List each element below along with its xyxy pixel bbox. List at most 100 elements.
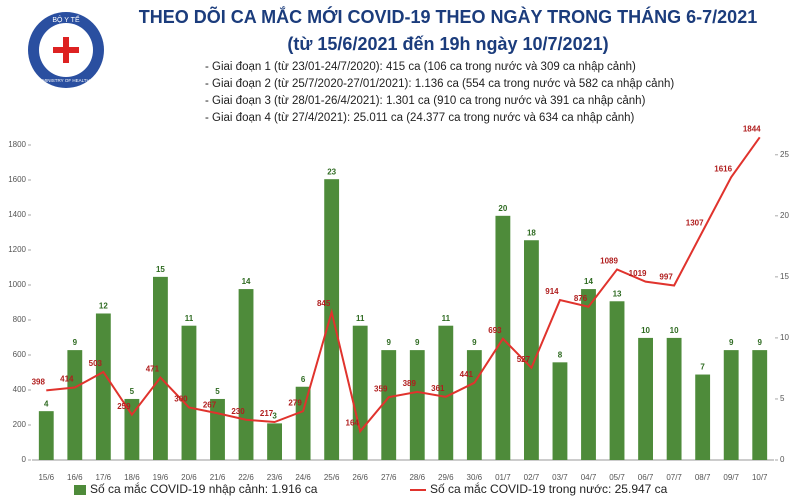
line-label: 876 <box>574 294 588 303</box>
note: - Giai đoạn 2 (từ 25/7/2020-27/01/2021):… <box>205 78 674 90</box>
bar <box>238 289 254 460</box>
bar <box>752 350 768 460</box>
legend-swatch <box>74 485 86 495</box>
line-label: 267 <box>203 400 217 409</box>
y2-tick-label: 15 <box>780 272 789 281</box>
bar <box>67 350 83 460</box>
x-tick-label: 30/6 <box>467 473 483 482</box>
line-label: 471 <box>146 365 160 374</box>
bar-label: 4 <box>44 399 49 408</box>
line-label: 527 <box>517 355 531 364</box>
x-tick-label: 24/6 <box>295 473 311 482</box>
bar <box>352 325 368 460</box>
bar <box>295 386 311 460</box>
x-tick-label: 02/7 <box>524 473 540 482</box>
y-tick-label: 1400 <box>8 210 26 219</box>
x-tick-label: 08/7 <box>695 473 711 482</box>
bar-label: 9 <box>415 338 420 347</box>
line <box>46 136 761 434</box>
bar-label: 11 <box>356 314 365 323</box>
bar-label: 9 <box>729 338 734 347</box>
y2-tick-label: 20 <box>780 211 789 220</box>
bar <box>438 325 454 460</box>
bar-label: 13 <box>613 289 622 298</box>
line-label: 359 <box>374 384 388 393</box>
bar-label: 7 <box>700 363 705 372</box>
bar-label: 8 <box>558 350 563 359</box>
line-label: 1089 <box>600 257 618 266</box>
bar-label: 9 <box>73 338 78 347</box>
y2-tick-label: 10 <box>780 333 789 342</box>
x-tick-label: 28/6 <box>409 473 425 482</box>
line-label: 414 <box>60 375 74 384</box>
y-tick-label: 1600 <box>8 175 26 184</box>
bar-label: 20 <box>498 204 507 213</box>
line-label: 997 <box>659 273 673 282</box>
bar <box>153 276 168 460</box>
x-tick-label: 19/6 <box>153 473 169 482</box>
note: - Giai đoạn 4 (từ 27/4/2021): 25.011 ca … <box>205 112 635 124</box>
bar <box>324 179 340 461</box>
bar <box>552 362 568 460</box>
x-tick-label: 18/6 <box>124 473 140 482</box>
x-tick-label: 06/7 <box>638 473 654 482</box>
x-tick-label: 23/6 <box>267 473 283 482</box>
x-tick-label: 05/7 <box>609 473 625 482</box>
x-tick-label: 03/7 <box>552 473 568 482</box>
x-tick-label: 20/6 <box>181 473 197 482</box>
line-label: 503 <box>89 359 103 368</box>
x-tick-label: 15/6 <box>38 473 54 482</box>
line-label: 693 <box>488 326 502 335</box>
y2-tick-label: 0 <box>780 455 785 464</box>
legend-label: Số ca mắc COVID-19 trong nước: 25.947 ca <box>430 481 668 496</box>
x-tick-label: 26/6 <box>352 473 368 482</box>
line-label: 398 <box>32 377 46 386</box>
bar-label: 3 <box>272 411 277 420</box>
bar-label: 12 <box>99 302 108 311</box>
legend-label: Số ca mắc COVID-19 nhập cảnh: 1.916 ca <box>90 481 318 496</box>
bar-label: 18 <box>527 228 536 237</box>
bar <box>181 325 197 460</box>
line-label: 1307 <box>686 218 704 227</box>
line-label: 217 <box>260 409 274 418</box>
bar <box>466 350 482 460</box>
y-tick-label: 1200 <box>8 245 26 254</box>
logo-cross <box>53 37 79 63</box>
note: - Giai đoạn 3 (từ 28/01-26/4/2021): 1.30… <box>205 95 646 107</box>
y2-tick-label: 25 <box>780 150 789 159</box>
y-tick-label: 0 <box>22 455 27 464</box>
bar-label: 9 <box>758 338 763 347</box>
y-tick-label: 1000 <box>8 280 26 289</box>
line-label: 441 <box>460 370 474 379</box>
y-tick-label: 800 <box>13 315 27 324</box>
bar <box>95 313 111 460</box>
x-tick-label: 17/6 <box>96 473 112 482</box>
line-label: 845 <box>317 299 331 308</box>
bar-label: 9 <box>387 338 392 347</box>
note: - Giai đoạn 1 (từ 23/01-24/7/2020): 415 … <box>205 61 636 73</box>
line-label: 1844 <box>743 124 761 133</box>
bar-label: 11 <box>185 314 194 323</box>
line-label: 1019 <box>629 269 647 278</box>
bar-label: 5 <box>215 387 220 396</box>
bar <box>581 289 596 460</box>
line-label: 279 <box>288 398 302 407</box>
y-tick-label: 400 <box>13 385 27 394</box>
logo-bottom: MINISTRY OF HEALTH <box>42 78 90 83</box>
line-label: 389 <box>403 379 417 388</box>
y-tick-label: 1800 <box>8 140 26 149</box>
x-tick-label: 25/6 <box>324 473 340 482</box>
line-label: 361 <box>431 384 445 393</box>
line-label: 259 <box>117 402 131 411</box>
x-tick-label: 10/7 <box>752 473 768 482</box>
line-label: 164 <box>346 418 360 427</box>
bar-label: 9 <box>472 338 477 347</box>
bar <box>381 350 397 460</box>
x-tick-label: 01/7 <box>495 473 511 482</box>
x-tick-label: 29/6 <box>438 473 454 482</box>
bar-label: 14 <box>584 277 593 286</box>
y2-tick-label: 5 <box>780 394 785 403</box>
line-label: 300 <box>174 395 188 404</box>
bar <box>723 350 739 460</box>
